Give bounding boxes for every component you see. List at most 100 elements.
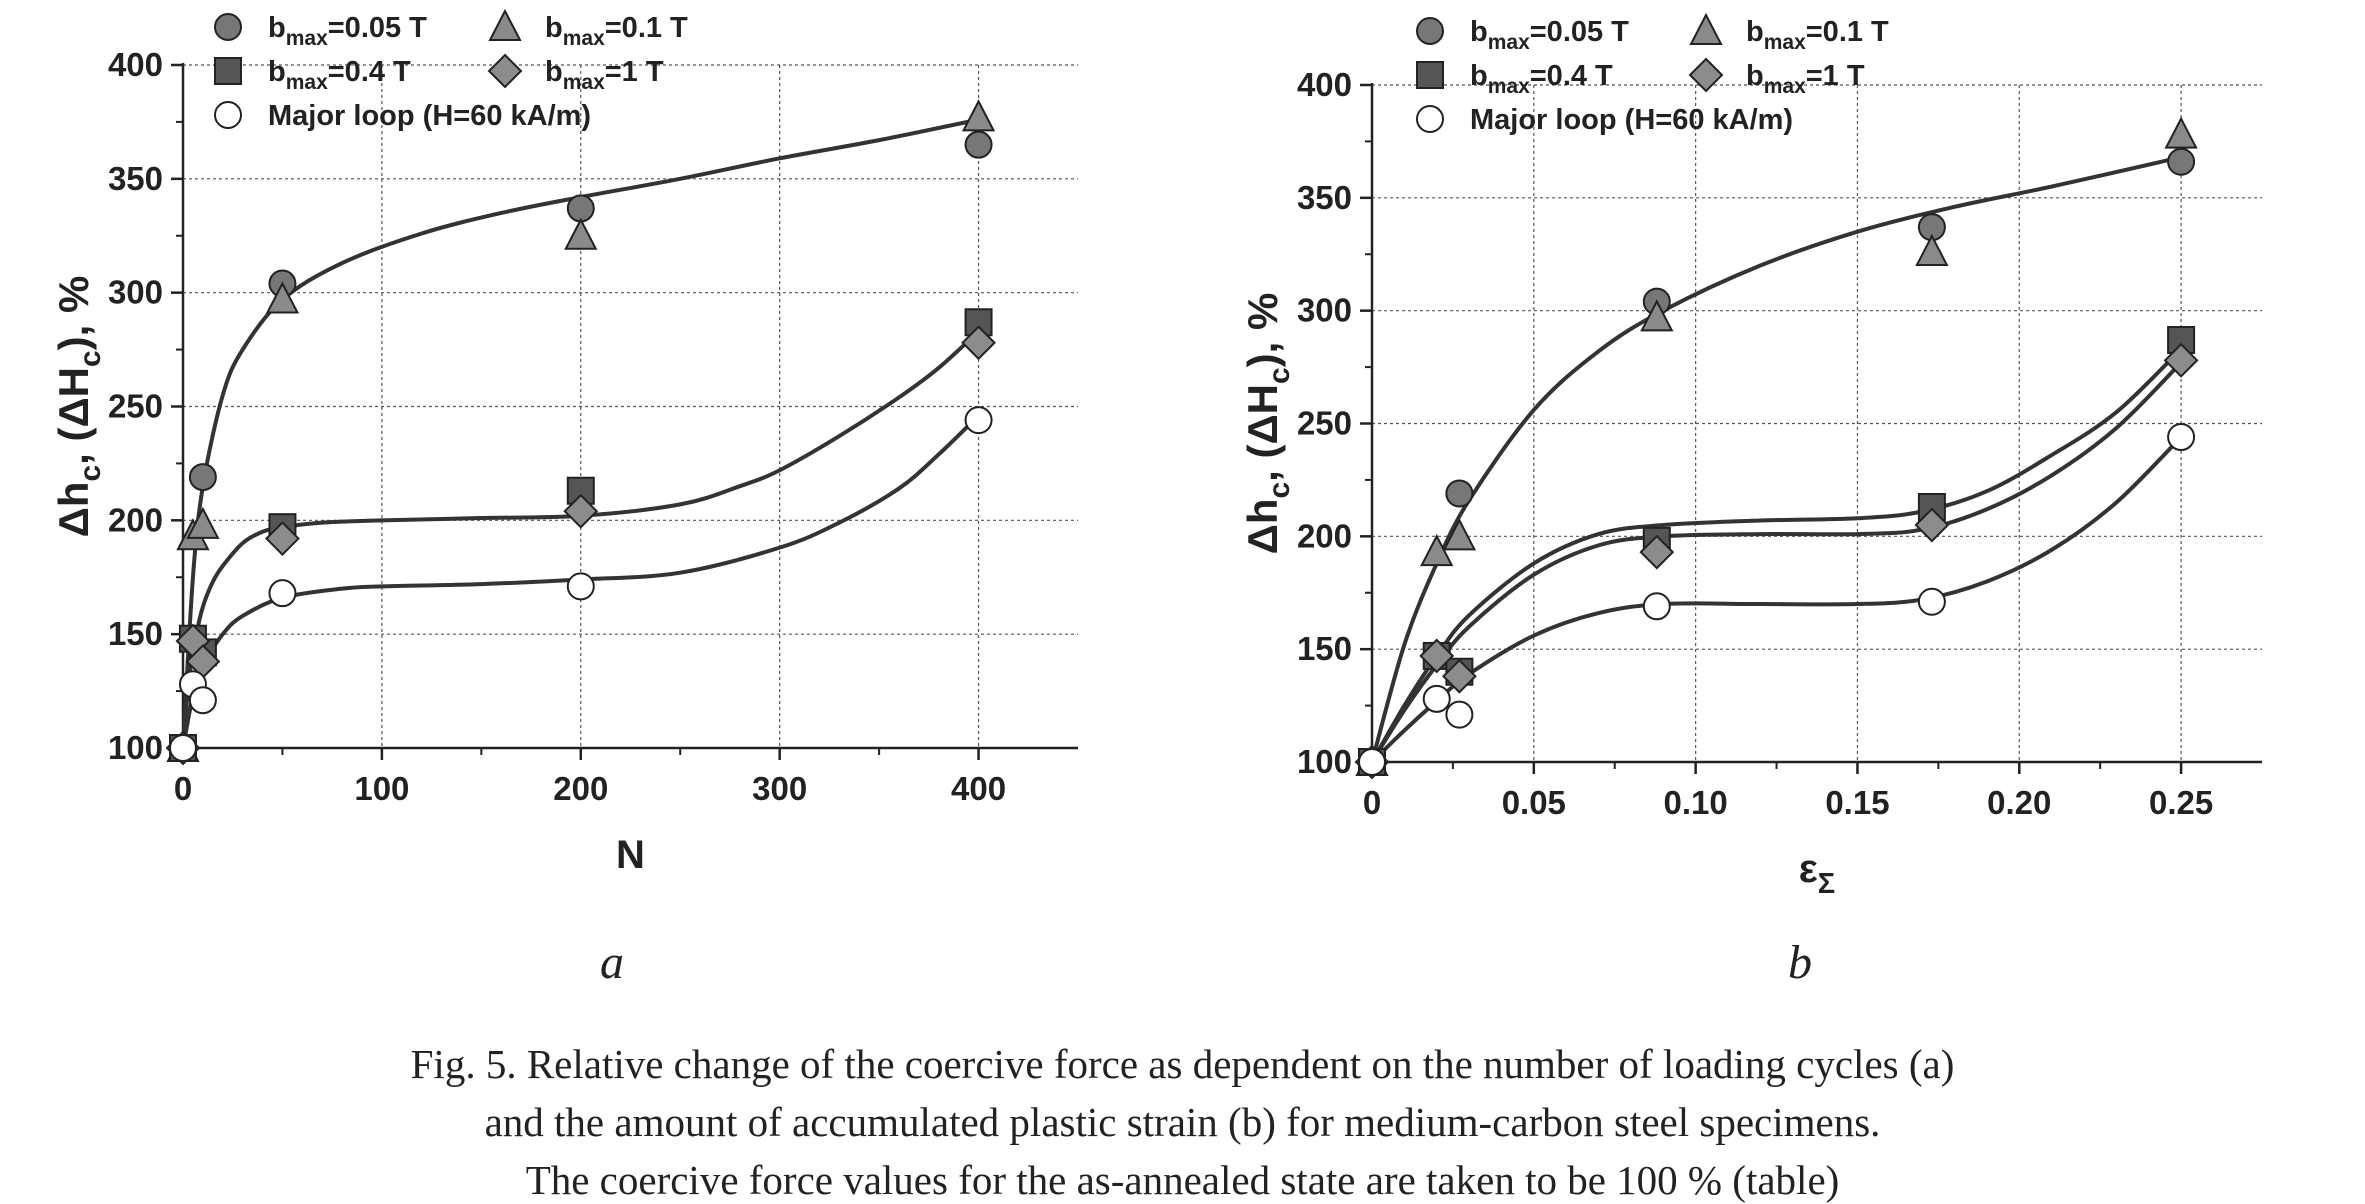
y-axis-label: Δhc, (ΔHc), % xyxy=(1239,293,1296,555)
y-tick-label: 200 xyxy=(108,501,163,538)
legend-label: Major loop (H=60 kA/m) xyxy=(1470,104,1793,136)
data-point-diamond xyxy=(1914,507,1950,543)
data-point-open-circle xyxy=(1445,700,1474,729)
fit-curve xyxy=(1370,361,2183,764)
data-point-triangle xyxy=(1640,299,1674,332)
data-point-open-circle xyxy=(268,579,297,608)
grid xyxy=(1372,84,2262,762)
y-tick-label: 300 xyxy=(1297,292,1352,329)
y-tick-label: 350 xyxy=(108,160,163,197)
legend: bmax=0.05 T bmax=0.1 T bmax=0.4 T bmax=1 T M… xyxy=(1416,12,1889,136)
y-tick-label: 150 xyxy=(1297,630,1352,667)
x-axis-label: N xyxy=(616,833,645,877)
legend-label: bmax=0.4 T xyxy=(1470,60,1613,98)
data-point-open-circle xyxy=(1422,684,1451,713)
legend-marker-square xyxy=(214,57,242,85)
legend-marker-open-circle xyxy=(1416,105,1444,133)
data-point-open-circle xyxy=(2167,423,2196,452)
legend-label: bmax=0.1 T xyxy=(545,12,688,50)
legend-marker-diamond xyxy=(487,53,523,89)
legend-label: Major loop (H=60 kA/m) xyxy=(268,100,591,132)
data-point-open-circle xyxy=(1358,748,1386,776)
figure-caption-line-2: and the amount of accumulated plastic st… xyxy=(484,1099,1881,1145)
legend-label: bmax=1 T xyxy=(1746,60,1865,98)
legend-marker-square xyxy=(1416,61,1444,89)
legend-marker-diamond xyxy=(1688,57,1724,93)
x-tick-label: 400 xyxy=(951,770,1006,807)
x-tick-label: 200 xyxy=(553,770,608,807)
data-point-triangle xyxy=(961,99,996,132)
data-point-circle xyxy=(1445,479,1474,508)
legend-marker-triangle xyxy=(488,8,522,41)
data-point-circle xyxy=(566,194,595,223)
data-point-circle xyxy=(188,463,217,492)
data-point-open-circle xyxy=(566,572,595,601)
data-point-diamond xyxy=(265,521,300,556)
data-point-open-circle xyxy=(964,406,993,435)
x-tick-label: 0.10 xyxy=(1664,784,1728,821)
y-tick-label: 250 xyxy=(1297,405,1352,442)
x-tick-label: 0.20 xyxy=(1987,784,2051,821)
data-point-open-circle xyxy=(1917,587,1946,616)
data-markers xyxy=(1354,116,2199,780)
legend-marker-circle xyxy=(1416,17,1444,45)
fit-curve xyxy=(181,329,980,749)
data-point-triangle xyxy=(265,281,300,314)
legend-label: bmax=0.4 T xyxy=(268,56,411,94)
y-tick-label: 200 xyxy=(1297,517,1352,554)
data-point-diamond xyxy=(1441,658,1477,694)
data-point-diamond xyxy=(2163,342,2199,378)
legend-label: bmax=1 T xyxy=(545,56,664,94)
x-tick-label: 300 xyxy=(752,770,807,807)
y-tick-label: 350 xyxy=(1297,179,1352,216)
x-tick-label: 0.05 xyxy=(1502,784,1566,821)
y-tick-label: 150 xyxy=(108,615,163,652)
y-tick-label: 100 xyxy=(1297,743,1352,780)
data-point-open-circle xyxy=(169,734,197,762)
x-tick-label: 100 xyxy=(354,770,409,807)
data-point-open-circle xyxy=(1642,592,1671,621)
x-tick-label: 0.25 xyxy=(2149,784,2213,821)
x-axis-label: εΣ xyxy=(1799,847,1835,900)
x-tick-label: 0 xyxy=(174,770,192,807)
data-point-triangle xyxy=(564,217,598,250)
fit-curve xyxy=(1370,155,2182,763)
data-markers xyxy=(165,99,996,766)
data-point-triangle xyxy=(2164,116,2198,149)
data-point-circle xyxy=(2167,147,2196,176)
panel-label-b: b xyxy=(1788,936,1812,989)
panel-label-a: a xyxy=(600,936,624,989)
figure-caption-line-1: Fig. 5. Relative change of the coercive … xyxy=(410,1041,1955,1087)
legend-label: bmax=0.05 T xyxy=(1470,16,1629,54)
fit-curves xyxy=(1370,155,2183,764)
legend-marker-circle xyxy=(214,13,242,41)
x-tick-label: 0.15 xyxy=(1825,784,1889,821)
data-point-triangle xyxy=(186,506,220,539)
legend-marker-open-circle xyxy=(214,101,242,129)
data-point-diamond xyxy=(1419,638,1455,674)
y-tick-label: 250 xyxy=(108,388,163,425)
y-tick-label: 300 xyxy=(108,274,163,311)
y-tick-label: 100 xyxy=(108,729,163,766)
fit-curve xyxy=(1370,435,2183,764)
fit-curve xyxy=(181,414,980,749)
data-point-diamond xyxy=(1639,534,1675,570)
chart-b: 100 150 200 250 300 350 400 0 0.05 0.10 0.15 0.20 0.… xyxy=(1239,12,2262,900)
data-point-triangle xyxy=(1442,518,1477,551)
y-tick-label: 400 xyxy=(1297,66,1352,103)
figure-caption-line-3: The coercive force values for the as-ann… xyxy=(525,1157,1840,1203)
legend: bmax=0.05 T bmax=0.1 T bmax=0.4 T bmax=1 T M… xyxy=(214,8,688,132)
data-point-circle xyxy=(964,130,993,159)
y-axis-label: Δhc, (ΔHc), % xyxy=(50,276,107,538)
grid xyxy=(183,64,1078,748)
x-tick-label: 0 xyxy=(1363,784,1381,821)
fit-curve xyxy=(1370,347,2183,763)
y-tick-label: 400 xyxy=(108,46,163,83)
legend-marker-triangle xyxy=(1689,12,1723,45)
data-point-triangle xyxy=(1420,533,1454,567)
data-point-square xyxy=(1917,492,1946,521)
legend-label: bmax=0.1 T xyxy=(1746,16,1889,54)
chart-a: 100 150 200 250 300 350 400 0 100 200 300 400 N Δhc, … xyxy=(50,8,1078,877)
data-point-triangle xyxy=(1915,233,1949,266)
data-point-open-circle xyxy=(188,686,217,715)
